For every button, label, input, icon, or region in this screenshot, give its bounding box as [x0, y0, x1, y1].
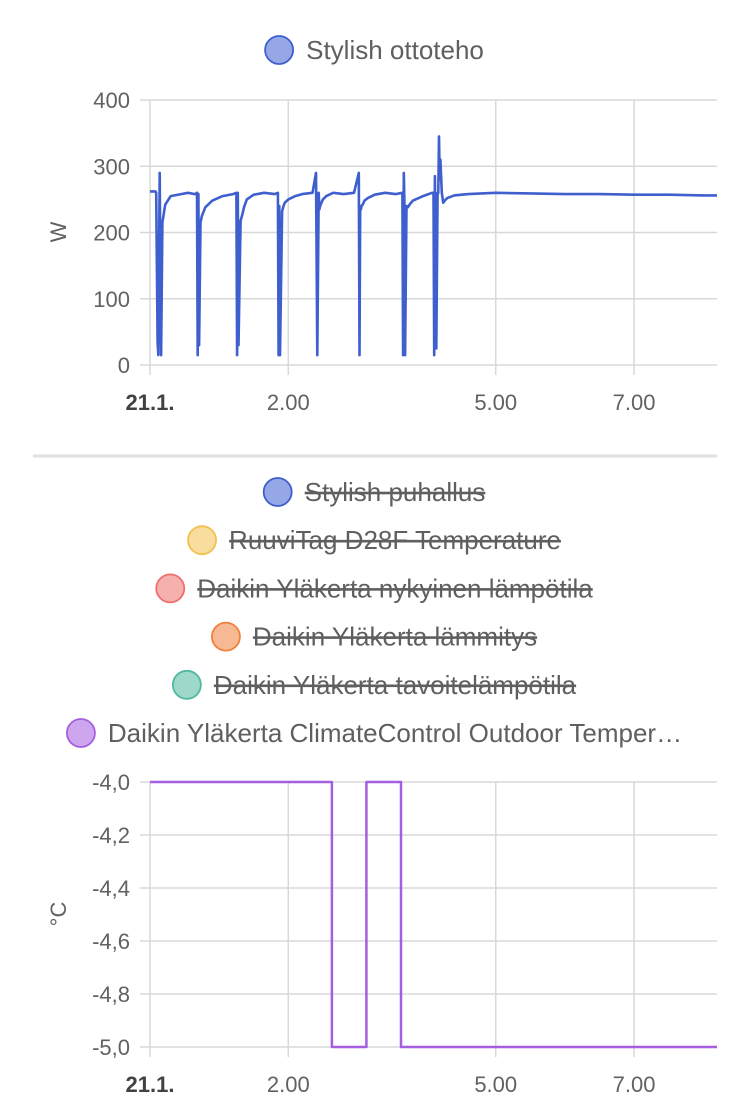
y-tick-label: 0	[118, 353, 130, 378]
legend-item[interactable]: Stylish puhallus	[262, 477, 486, 507]
x-tick-label: 7.00	[613, 1072, 656, 1097]
legend-item[interactable]: Daikin Yläkerta tavoitelämpötila	[171, 669, 577, 700]
legend-swatch-icon	[211, 621, 241, 652]
legend-label: Stylish ottoteho	[306, 35, 484, 65]
y-tick-label: -4,8	[92, 982, 130, 1007]
chart2-legend: Stylish puhallus RuuviTag D28F Temperatur…	[66, 477, 682, 748]
y-tick-label: 100	[93, 287, 130, 312]
legend-swatch-icon	[66, 718, 96, 748]
legend-label: RuuviTag D28F Temperature	[229, 525, 561, 555]
legend-swatch-icon	[171, 669, 202, 700]
legend-swatch-icon	[155, 573, 186, 604]
legend-label: Daikin Yläkerta lämmitys	[253, 622, 537, 652]
chart2-plot: -5,0 -4,8 -4,6 -4,4 -4,2 -4,0 21.1. 2.00 5.00 7.0…	[46, 770, 717, 1097]
x-tick-label: 7.00	[613, 390, 656, 415]
x-tick-label: 21.1.	[126, 390, 175, 415]
legend-item[interactable]: Daikin Yläkerta ClimateControl Outdoor T…	[66, 718, 682, 748]
chart1-plot: 0 100 200 300 400 21.1. 2.00 5.00 7.00 W	[46, 88, 717, 415]
series-line[interactable]	[150, 780, 717, 1049]
y-tick-label: -4,4	[92, 876, 130, 901]
legend-item[interactable]: Stylish ottoteho	[264, 35, 484, 65]
x-tick-label: 21.1.	[126, 1072, 175, 1097]
legend-label: Daikin Yläkerta nykyinen lämpötila	[197, 573, 593, 603]
legend-item[interactable]: Daikin Yläkerta lämmitys	[211, 621, 537, 652]
x-tick-label: 2.00	[267, 390, 310, 415]
series-line[interactable]	[150, 135, 717, 357]
y-tick-label: -4,6	[92, 929, 130, 954]
legend-swatch-icon	[262, 477, 293, 507]
x-tick-label: 2.00	[267, 1072, 310, 1097]
legend-label: Stylish puhallus	[305, 477, 486, 507]
y-tick-label: -4,2	[92, 823, 130, 848]
legend-item[interactable]: Daikin Yläkerta nykyinen lämpötila	[155, 573, 593, 604]
legend-swatch-icon	[187, 525, 217, 556]
y-axis-label: W	[46, 221, 71, 242]
y-tick-label: -5,0	[92, 1035, 130, 1060]
legend-label: Daikin Yläkerta tavoitelämpötila	[214, 670, 577, 700]
y-axis-label: °C	[46, 902, 71, 927]
y-tick-label: 200	[93, 221, 130, 246]
y-tick-label: -4,0	[92, 770, 130, 795]
legend-swatch-icon	[264, 35, 295, 65]
legend-item[interactable]: RuuviTag D28F Temperature	[187, 525, 561, 556]
x-tick-label: 5.00	[474, 390, 517, 415]
y-tick-label: 300	[93, 154, 130, 179]
chart1-legend: Stylish ottoteho	[264, 35, 484, 65]
x-tick-label: 5.00	[474, 1072, 517, 1097]
legend-label: Daikin Yläkerta ClimateControl Outdoor T…	[108, 718, 682, 748]
y-tick-label: 400	[93, 88, 130, 113]
